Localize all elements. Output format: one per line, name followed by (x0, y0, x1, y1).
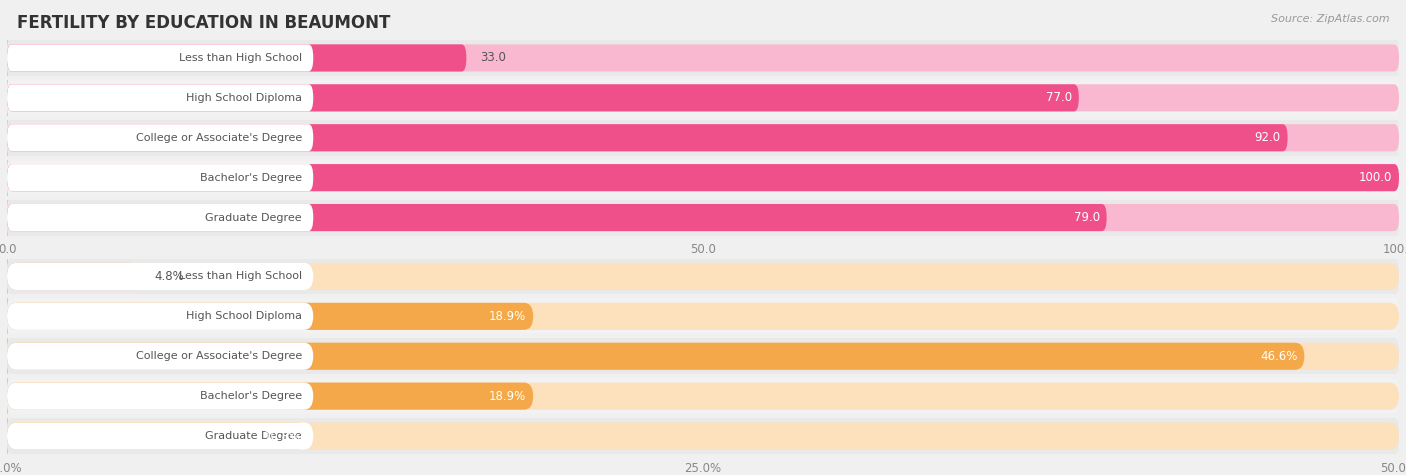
Text: 100.0: 100.0 (1358, 171, 1392, 184)
FancyBboxPatch shape (7, 44, 467, 72)
FancyBboxPatch shape (7, 422, 1399, 450)
FancyBboxPatch shape (7, 303, 314, 330)
Text: Graduate Degree: Graduate Degree (205, 212, 302, 223)
FancyBboxPatch shape (7, 84, 1399, 112)
Text: Graduate Degree: Graduate Degree (205, 431, 302, 441)
FancyBboxPatch shape (7, 263, 141, 290)
FancyBboxPatch shape (7, 382, 314, 410)
FancyBboxPatch shape (7, 263, 314, 290)
FancyBboxPatch shape (7, 422, 314, 450)
Text: 92.0: 92.0 (1254, 131, 1281, 144)
FancyBboxPatch shape (7, 84, 1078, 112)
FancyBboxPatch shape (7, 382, 1399, 410)
FancyBboxPatch shape (7, 342, 1399, 370)
Text: College or Associate's Degree: College or Associate's Degree (136, 133, 302, 143)
FancyBboxPatch shape (7, 44, 314, 72)
FancyBboxPatch shape (7, 124, 314, 152)
FancyBboxPatch shape (7, 376, 1399, 416)
FancyBboxPatch shape (7, 84, 314, 112)
Text: College or Associate's Degree: College or Associate's Degree (136, 351, 302, 361)
FancyBboxPatch shape (7, 78, 1399, 118)
Text: 46.6%: 46.6% (1260, 350, 1298, 363)
FancyBboxPatch shape (7, 256, 1399, 296)
FancyBboxPatch shape (7, 204, 1399, 231)
Text: Source: ZipAtlas.com: Source: ZipAtlas.com (1271, 14, 1389, 24)
FancyBboxPatch shape (7, 342, 314, 370)
FancyBboxPatch shape (7, 164, 1399, 191)
FancyBboxPatch shape (7, 204, 314, 231)
Text: High School Diploma: High School Diploma (186, 311, 302, 322)
FancyBboxPatch shape (7, 164, 1399, 191)
FancyBboxPatch shape (7, 124, 1288, 152)
FancyBboxPatch shape (7, 342, 1305, 370)
Text: Bachelor's Degree: Bachelor's Degree (200, 172, 302, 183)
FancyBboxPatch shape (7, 204, 1107, 231)
Text: 10.8%: 10.8% (263, 429, 301, 443)
Text: 18.9%: 18.9% (489, 310, 526, 323)
Text: 18.9%: 18.9% (489, 390, 526, 403)
Text: High School Diploma: High School Diploma (186, 93, 302, 103)
FancyBboxPatch shape (7, 164, 314, 191)
FancyBboxPatch shape (7, 336, 1399, 376)
FancyBboxPatch shape (7, 422, 308, 450)
FancyBboxPatch shape (7, 118, 1399, 158)
Text: 79.0: 79.0 (1074, 211, 1099, 224)
Text: 33.0: 33.0 (481, 51, 506, 65)
FancyBboxPatch shape (7, 198, 1399, 238)
Text: 77.0: 77.0 (1046, 91, 1071, 104)
FancyBboxPatch shape (7, 263, 1399, 290)
FancyBboxPatch shape (7, 158, 1399, 198)
FancyBboxPatch shape (7, 124, 1399, 152)
FancyBboxPatch shape (7, 416, 1399, 456)
Text: Less than High School: Less than High School (179, 271, 302, 282)
FancyBboxPatch shape (7, 296, 1399, 336)
FancyBboxPatch shape (7, 303, 533, 330)
Text: Bachelor's Degree: Bachelor's Degree (200, 391, 302, 401)
Text: FERTILITY BY EDUCATION IN BEAUMONT: FERTILITY BY EDUCATION IN BEAUMONT (17, 14, 391, 32)
Text: 4.8%: 4.8% (155, 270, 184, 283)
FancyBboxPatch shape (7, 44, 1399, 72)
FancyBboxPatch shape (7, 303, 1399, 330)
FancyBboxPatch shape (7, 38, 1399, 78)
Text: Less than High School: Less than High School (179, 53, 302, 63)
FancyBboxPatch shape (7, 382, 533, 410)
